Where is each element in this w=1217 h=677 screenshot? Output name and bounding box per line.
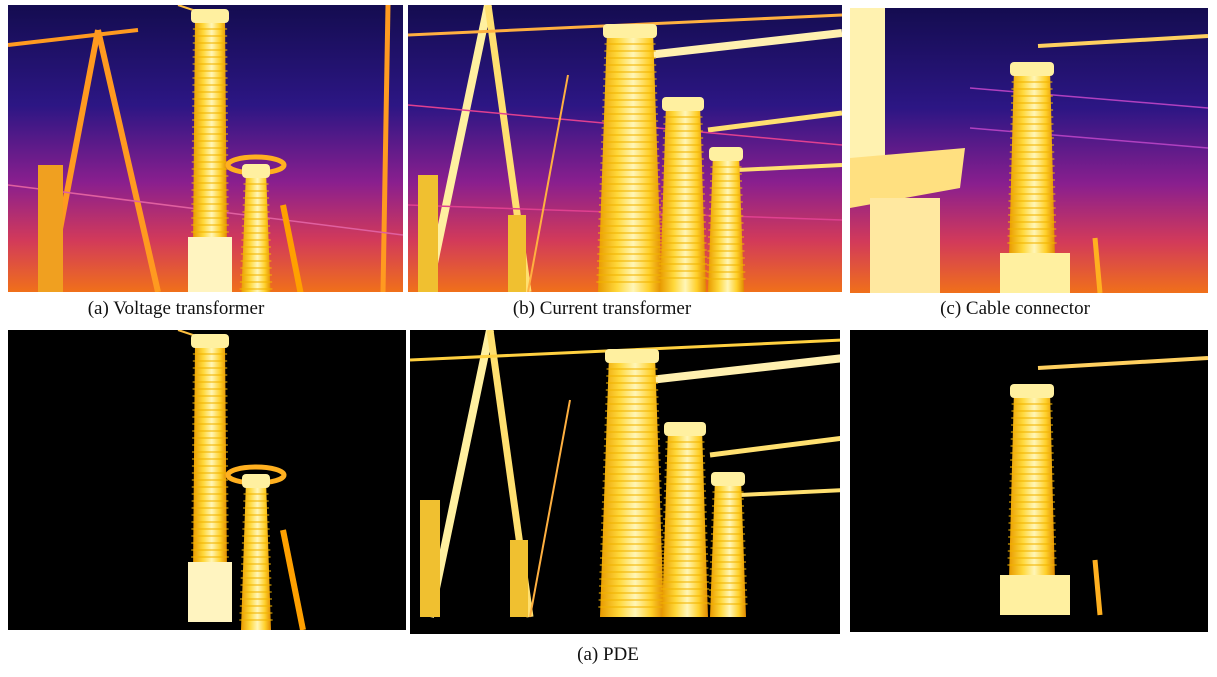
insulator-cap	[709, 147, 743, 161]
post	[418, 175, 438, 292]
figure: (a) Voltage transformer (b) Current tran…	[0, 0, 1217, 677]
insulator-cap	[1010, 62, 1054, 76]
fitting	[1000, 575, 1070, 615]
thermal-image	[408, 5, 842, 292]
post	[38, 165, 63, 292]
insulator	[241, 480, 271, 630]
thermal-image	[850, 8, 1208, 298]
figure-caption: (a) PDE	[577, 644, 639, 665]
post	[510, 540, 528, 617]
insulator-cap	[605, 349, 659, 363]
post	[870, 198, 940, 298]
panel-caption: (c) Cable connector	[940, 298, 1090, 319]
insulator-cap	[191, 9, 229, 23]
panel-caption: (b) Current transformer	[513, 298, 692, 319]
post	[850, 8, 885, 158]
insulator-cap	[1010, 384, 1054, 398]
insulator-cap	[711, 472, 745, 486]
thermal-image	[850, 330, 1208, 632]
insulator	[598, 30, 662, 292]
insulator-cap	[664, 422, 706, 436]
thermal-image	[8, 5, 403, 305]
insulator-cap	[603, 24, 657, 38]
post	[420, 500, 440, 617]
post	[508, 215, 526, 292]
base	[188, 237, 232, 297]
thermal-image	[8, 330, 406, 630]
insulator	[600, 355, 664, 617]
insulator-cap	[191, 334, 229, 348]
insulator-cap	[662, 97, 704, 111]
panel-caption: (a) Voltage transformer	[88, 298, 265, 319]
fitting	[1000, 253, 1070, 293]
insulator-cap	[242, 474, 270, 488]
thermal-image	[410, 330, 844, 634]
insulator-cap	[242, 164, 270, 178]
base	[188, 562, 232, 622]
